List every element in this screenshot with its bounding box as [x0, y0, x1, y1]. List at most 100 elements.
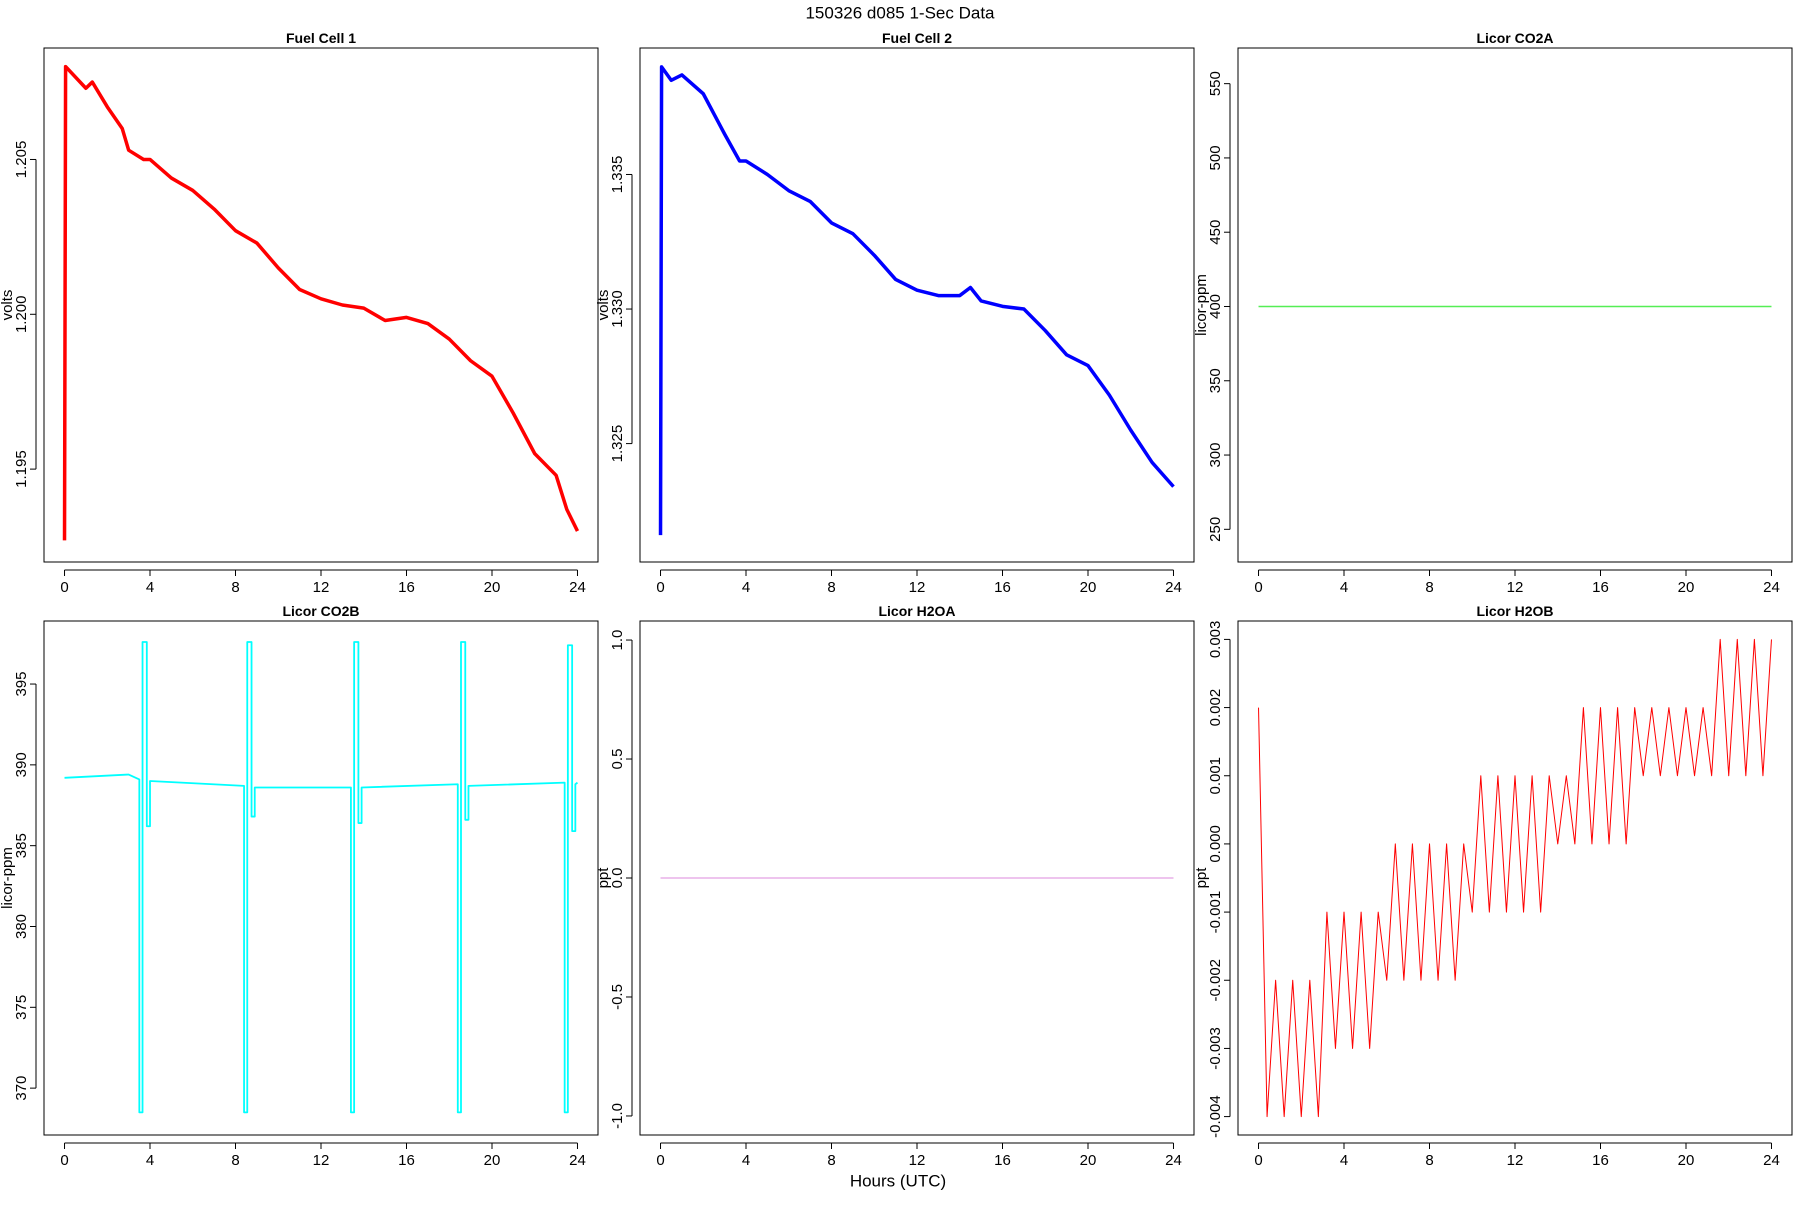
y-tick-label: 500	[1207, 145, 1224, 170]
y-tick-label: 1.0	[609, 630, 626, 651]
y-tick-label: 350	[1207, 368, 1224, 393]
y-tick-label: 1.200	[13, 296, 30, 334]
plot-area	[658, 65, 1175, 536]
x-tick-label: 16	[1592, 1152, 1609, 1169]
x-tick-label: 4	[742, 1152, 750, 1169]
y-tick-label: 1.330	[609, 290, 626, 328]
plot-frame	[43, 47, 599, 563]
x-tick-label: 12	[313, 579, 330, 596]
y-tick-label: 0.003	[1207, 621, 1224, 659]
x-tick-label: 20	[1678, 579, 1695, 596]
plot-area	[1258, 638, 1772, 1118]
x-tick-label: 0	[1254, 1152, 1262, 1169]
y-axis-label: licor-ppm	[1193, 274, 1210, 336]
x-tick-label: 24	[1165, 579, 1182, 596]
plot-frame	[1237, 47, 1793, 563]
y-tick-label: -0.5	[609, 984, 626, 1010]
panel: Fuel Cell 1 volts 0 4 8 12 16 20 24 1.195 1.200 1.2…	[0, 30, 599, 596]
x-tick-label: 16	[994, 1152, 1011, 1169]
x-tick-label: 8	[827, 1152, 835, 1169]
x-tick-label: 24	[569, 1152, 586, 1169]
plot-frame	[639, 47, 1195, 563]
data-line	[62, 64, 580, 541]
figure-title: 150326 d085 1-Sec Data	[805, 3, 995, 22]
x-tick-label: 20	[1080, 1152, 1097, 1169]
x-tick-label: 0	[656, 579, 664, 596]
y-tick-label: 0.5	[609, 749, 626, 770]
y-tick-label: 370	[13, 1076, 30, 1101]
x-tick-label: 0	[60, 579, 68, 596]
y-axis-label: licor-ppm	[0, 847, 16, 909]
y-tick-label: 0.001	[1207, 757, 1224, 795]
plot-area	[64, 641, 579, 1114]
plot-frame	[1237, 620, 1793, 1136]
x-tick-label: 8	[1425, 1152, 1433, 1169]
x-tick-label: 12	[313, 1152, 330, 1169]
y-tick-label: 385	[13, 833, 30, 858]
x-tick-label: 4	[1340, 1152, 1348, 1169]
x-tick-label: 24	[1763, 579, 1780, 596]
panel: Licor H2OA ppt 0 4 8 12 16 20 24 -1.0 -0.5 0.0 0.5 1.…	[595, 603, 1195, 1169]
x-tick-label: 20	[484, 579, 501, 596]
x-tick-label: 24	[1165, 1152, 1182, 1169]
panel-title: Licor H2OB	[1476, 603, 1553, 619]
y-tick-label: -0.001	[1207, 891, 1224, 934]
panel: Licor CO2B licor-ppm 0 4 8 12 16 20 24 370 375 380 3…	[0, 603, 599, 1169]
y-axis-label: volts	[0, 290, 16, 321]
y-axis-label: ppt	[1193, 867, 1210, 889]
y-tick-label: 0.002	[1207, 689, 1224, 727]
y-tick-label: 1.195	[13, 450, 30, 488]
y-tick-label: 1.325	[609, 425, 626, 463]
plot-frame	[639, 620, 1195, 1136]
y-tick-label: 390	[13, 752, 30, 777]
x-tick-label: 4	[742, 579, 750, 596]
panel: Fuel Cell 2 volts 0 4 8 12 16 20 24 1.325 1.330 1.3…	[595, 30, 1195, 596]
panel-title: Fuel Cell 2	[882, 30, 952, 46]
y-tick-label: 1.205	[13, 141, 30, 179]
y-tick-label: 1.335	[609, 156, 626, 194]
data-line	[64, 641, 579, 1114]
x-tick-label: 8	[1425, 579, 1433, 596]
x-tick-label: 20	[484, 1152, 501, 1169]
y-tick-label: 300	[1207, 443, 1224, 468]
x-axis-label: Hours (UTC)	[850, 1171, 946, 1190]
x-tick-label: 16	[398, 1152, 415, 1169]
panel-title: Licor CO2B	[282, 603, 359, 619]
y-tick-label: 395	[13, 672, 30, 697]
x-tick-label: 20	[1080, 579, 1097, 596]
panel: Licor CO2A licor-ppm 0 4 8 12 16 20 24 250 300 350 4…	[1193, 30, 1793, 596]
x-tick-label: 12	[1507, 579, 1524, 596]
y-tick-label: 0.000	[1207, 825, 1224, 863]
panel-title: Fuel Cell 1	[286, 30, 356, 46]
y-tick-label: 400	[1207, 294, 1224, 319]
data-line	[1258, 638, 1772, 1118]
x-tick-label: 4	[1340, 579, 1348, 596]
x-tick-label: 16	[1592, 579, 1609, 596]
x-tick-label: 16	[398, 579, 415, 596]
x-tick-label: 4	[146, 1152, 154, 1169]
x-tick-label: 20	[1678, 1152, 1695, 1169]
y-tick-label: 250	[1207, 517, 1224, 542]
x-tick-label: 24	[1763, 1152, 1780, 1169]
y-tick-label: 550	[1207, 71, 1224, 96]
panel-title: Licor H2OA	[878, 603, 955, 619]
y-tick-label: -0.002	[1207, 959, 1224, 1002]
x-tick-label: 12	[1507, 1152, 1524, 1169]
x-tick-label: 8	[231, 1152, 239, 1169]
y-tick-label: 375	[13, 995, 30, 1020]
x-tick-label: 4	[146, 579, 154, 596]
y-axis-label: ppt	[595, 867, 612, 889]
x-tick-label: 0	[1254, 579, 1262, 596]
y-tick-label: 380	[13, 914, 30, 939]
y-tick-label: -1.0	[609, 1103, 626, 1129]
y-tick-label: 0.0	[609, 868, 626, 889]
plot-area	[62, 64, 580, 541]
x-tick-label: 8	[827, 579, 835, 596]
panel-title: Licor CO2A	[1476, 30, 1553, 46]
x-tick-label: 24	[569, 579, 586, 596]
x-tick-label: 12	[909, 1152, 926, 1169]
data-line	[658, 65, 1175, 536]
y-axis-label: volts	[595, 290, 612, 321]
